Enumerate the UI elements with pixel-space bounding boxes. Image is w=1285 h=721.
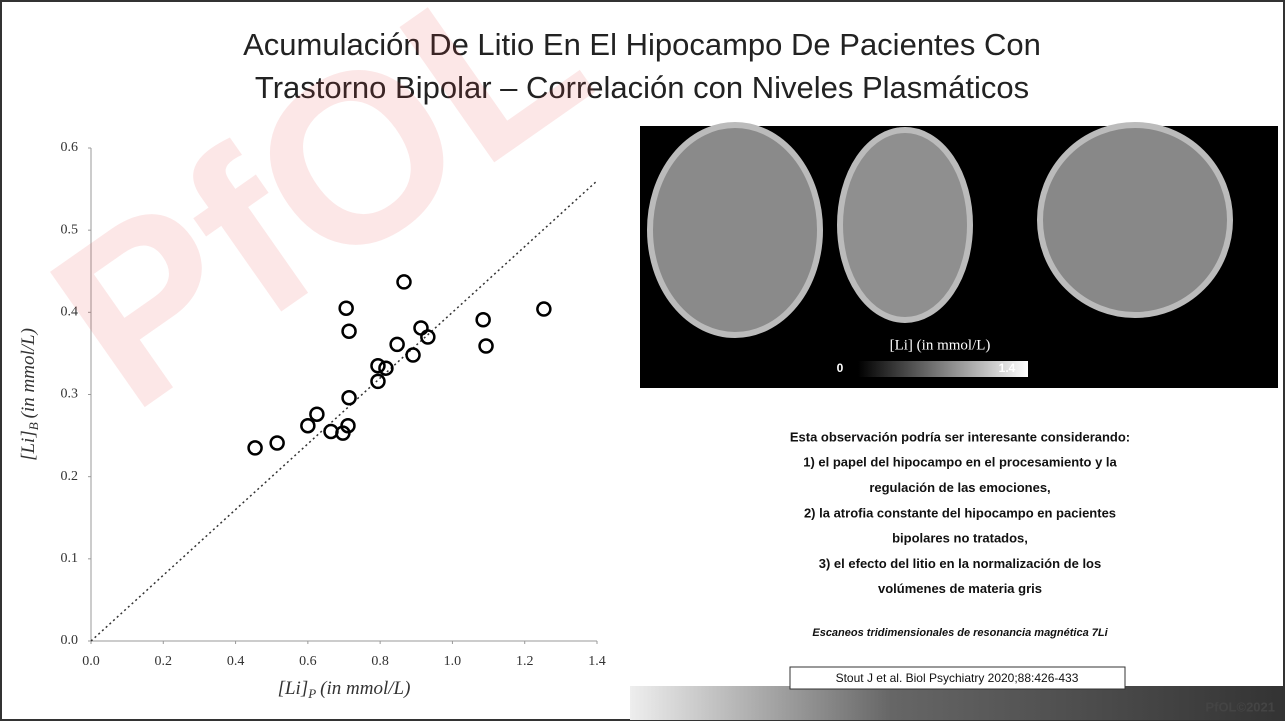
point bbox=[389, 336, 405, 353]
sagittal-slice bbox=[1037, 122, 1233, 318]
y-axis-label-sub: B bbox=[26, 422, 41, 430]
point bbox=[341, 390, 357, 406]
y-tick-label: 0.4 bbox=[61, 305, 79, 320]
y-axis-label-main: [Li] bbox=[18, 430, 39, 461]
x-tick-label: 1.4 bbox=[588, 654, 606, 669]
y-tick-label: 0.6 bbox=[61, 140, 79, 155]
point bbox=[370, 357, 386, 374]
reference-line bbox=[90, 180, 598, 642]
colorbar-label: [Li] (in mmol/L) bbox=[890, 337, 991, 353]
y-tick-label: 0.1 bbox=[61, 551, 79, 566]
x-tick-label: 0.0 bbox=[82, 654, 100, 669]
title-line: Acumulación De Litio En El Hipocampo De … bbox=[243, 27, 1041, 62]
body-line: Esta observación podría ser interesante … bbox=[790, 429, 1130, 444]
body-line: 1) el papel del hipocampo en el procesam… bbox=[803, 455, 1117, 470]
citation-box bbox=[789, 666, 1126, 690]
x-tick-label: 1.2 bbox=[516, 654, 534, 669]
point bbox=[475, 311, 491, 328]
colorbar-min: 0 bbox=[837, 361, 844, 375]
mri-panel: [Li] (in mmol/L) 0 1.4 bbox=[640, 122, 1278, 388]
x-axis-label-unit: (in mmol/L) bbox=[320, 678, 410, 699]
point bbox=[341, 323, 357, 339]
body-line: bipolares no tratados, bbox=[892, 531, 1028, 546]
copyright: PfOL©2021 bbox=[1205, 699, 1275, 714]
y-axis-label-unit: (in mmol/L) bbox=[18, 328, 39, 418]
y-tick-label: 0.5 bbox=[61, 222, 79, 237]
body-line: 2) la atrofia constante del hipocampo en… bbox=[804, 505, 1116, 520]
y-tick-label: 0.2 bbox=[61, 469, 79, 484]
point bbox=[300, 417, 316, 434]
colorbar-max: 1.4 bbox=[999, 361, 1016, 375]
x-tick-label: 0.8 bbox=[371, 654, 389, 669]
point bbox=[536, 301, 552, 317]
body-line: 3) el efecto del litio en la normalizaci… bbox=[819, 556, 1101, 571]
footer-band bbox=[630, 686, 1284, 720]
x-axis-label: [Li]P (in mmol/L) bbox=[278, 678, 411, 701]
point bbox=[370, 373, 386, 390]
x-tick-label: 0.4 bbox=[227, 654, 245, 669]
x-axis-label-main: [Li] bbox=[278, 678, 309, 699]
body-text: Esta observación podría ser interesante … bbox=[790, 429, 1130, 596]
caption: Escaneos tridimensionales de resonancia … bbox=[812, 627, 1108, 639]
y-tick-label: 0.3 bbox=[61, 387, 79, 402]
point bbox=[340, 417, 356, 434]
point bbox=[478, 338, 494, 354]
citation: Stout J et al. Biol Psychiatry 2020;88:4… bbox=[836, 671, 1079, 685]
x-tick-label: 1.0 bbox=[444, 654, 462, 669]
point bbox=[378, 360, 394, 376]
point bbox=[396, 274, 412, 290]
point bbox=[420, 329, 436, 345]
x-tick-label: 0.6 bbox=[299, 654, 317, 669]
x-axis-label-sub: P bbox=[307, 686, 316, 701]
scatter-chart: 0.0 0.1 0.2 0.3 0.4 0.5 0.6 0.0 0.2 0.4 0.6 0.8 1.0 1… bbox=[18, 140, 605, 701]
point bbox=[247, 440, 263, 456]
body-line: volúmenes de materia gris bbox=[878, 581, 1042, 596]
point bbox=[338, 300, 354, 316]
point bbox=[405, 347, 421, 363]
y-tick-label: 0.0 bbox=[61, 633, 79, 648]
colorbar bbox=[858, 361, 1028, 377]
y-axis-label: [Li]B (in mmol/L) bbox=[18, 328, 41, 461]
axial-slice bbox=[647, 122, 823, 338]
body-line: regulación de las emociones, bbox=[869, 480, 1050, 495]
title-line: Trastorno Bipolar – Correlación con Nive… bbox=[255, 70, 1029, 105]
point bbox=[309, 406, 325, 422]
point bbox=[269, 435, 285, 451]
x-tick-label: 0.2 bbox=[155, 654, 173, 669]
coronal-slice bbox=[837, 127, 973, 323]
